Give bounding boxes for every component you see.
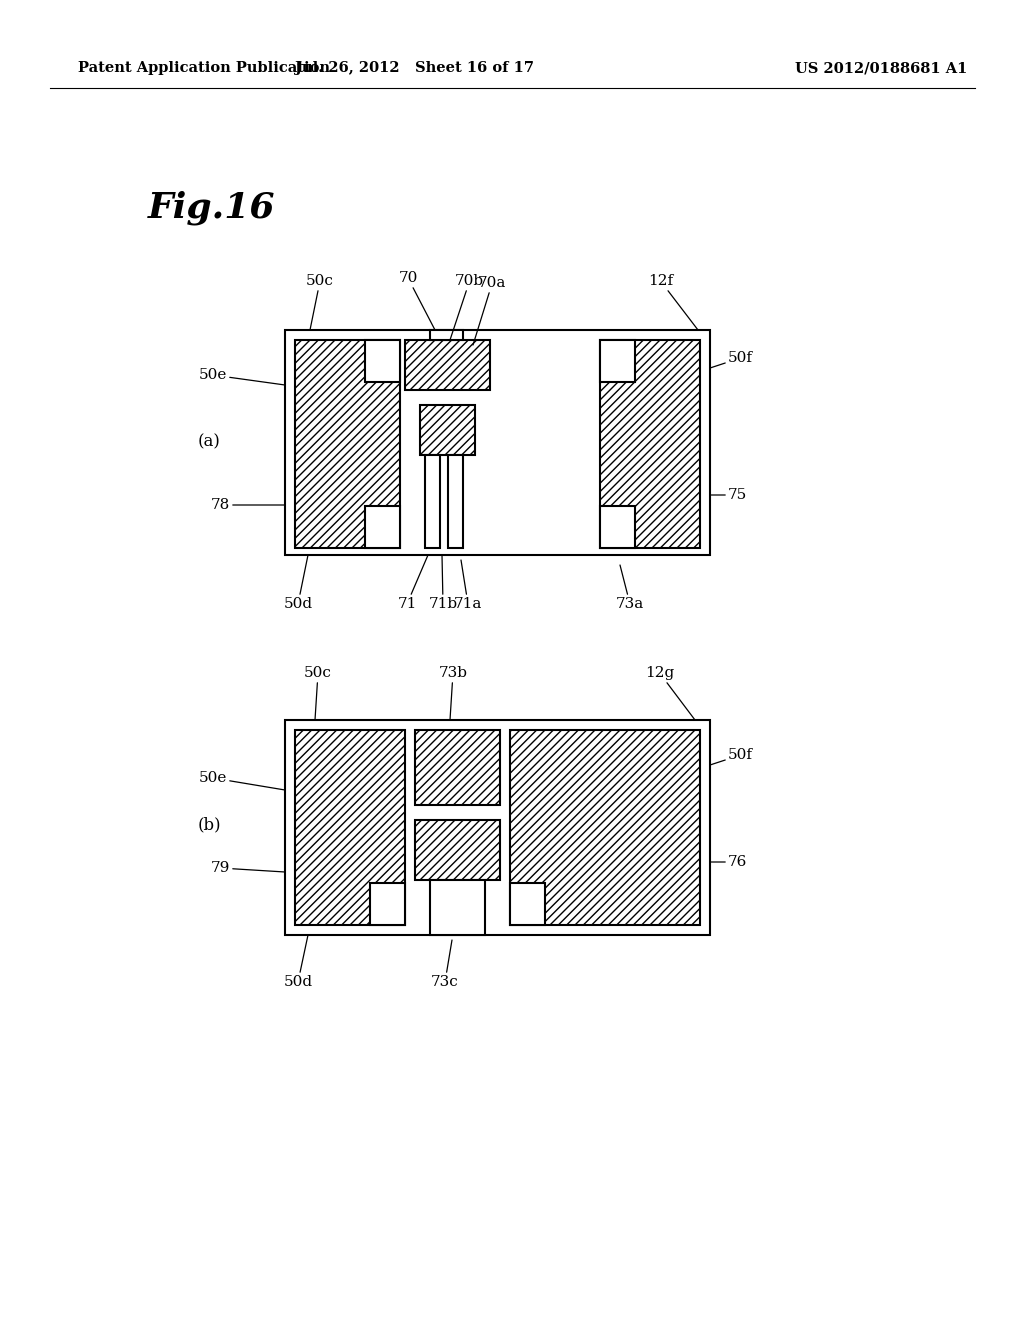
- Text: Jul. 26, 2012   Sheet 16 of 17: Jul. 26, 2012 Sheet 16 of 17: [296, 61, 535, 75]
- Text: 50c: 50c: [304, 667, 332, 719]
- Text: 75: 75: [710, 488, 748, 502]
- Text: 73b: 73b: [438, 667, 468, 719]
- Text: (b): (b): [198, 817, 221, 833]
- Bar: [420, 405, 475, 455]
- Text: 71a: 71a: [454, 560, 482, 611]
- Text: 12f: 12f: [648, 275, 698, 330]
- Text: 73a: 73a: [615, 565, 644, 611]
- Bar: [510, 883, 545, 925]
- Bar: [600, 506, 635, 548]
- Bar: [425, 455, 440, 548]
- Bar: [285, 330, 710, 554]
- Text: 50e: 50e: [199, 368, 285, 385]
- Bar: [510, 730, 700, 925]
- Bar: [406, 341, 490, 389]
- Text: 78: 78: [211, 498, 285, 512]
- Text: 50e: 50e: [199, 771, 285, 789]
- Text: US 2012/0188681 A1: US 2012/0188681 A1: [795, 61, 968, 75]
- Text: 50f: 50f: [710, 351, 753, 368]
- Bar: [370, 883, 406, 925]
- Bar: [430, 880, 485, 935]
- Text: 71b: 71b: [428, 554, 458, 611]
- Text: 70a: 70a: [473, 276, 507, 345]
- Text: 79: 79: [211, 861, 285, 875]
- Bar: [415, 820, 500, 880]
- Text: 50d: 50d: [284, 554, 312, 611]
- Bar: [415, 730, 500, 805]
- Text: 71: 71: [397, 554, 428, 611]
- Text: 70b: 70b: [450, 275, 484, 341]
- Text: Fig.16: Fig.16: [148, 191, 275, 226]
- Bar: [365, 341, 400, 381]
- Text: 50d: 50d: [284, 935, 312, 989]
- Bar: [600, 341, 700, 548]
- Bar: [449, 455, 463, 548]
- Text: 50f: 50f: [710, 748, 753, 766]
- Bar: [430, 330, 463, 341]
- Text: Patent Application Publication: Patent Application Publication: [78, 61, 330, 75]
- Bar: [365, 506, 400, 548]
- Bar: [295, 730, 406, 925]
- Text: (a): (a): [198, 433, 221, 450]
- Text: 12g: 12g: [645, 667, 695, 719]
- Bar: [285, 719, 710, 935]
- Text: 76: 76: [710, 855, 748, 869]
- Text: 70: 70: [398, 271, 435, 330]
- Bar: [600, 341, 635, 381]
- Text: 73c: 73c: [431, 940, 459, 989]
- Bar: [295, 341, 400, 548]
- Text: 50c: 50c: [306, 275, 334, 330]
